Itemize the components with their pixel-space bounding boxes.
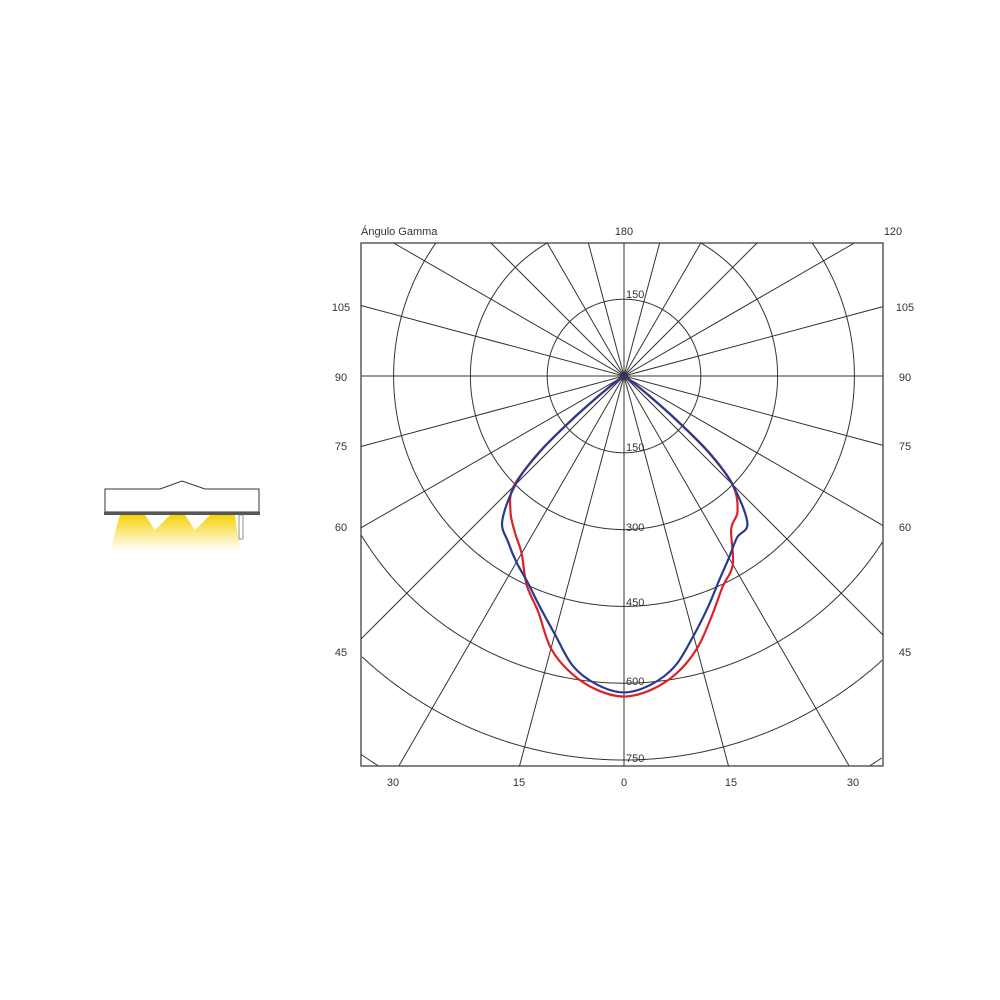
ring-label: 150 (626, 289, 644, 301)
ring-label: 300 (626, 522, 644, 534)
corner-label: Ángulo Gamma (361, 225, 438, 238)
side-label: 90 (899, 372, 911, 384)
side-label: 90 (335, 372, 347, 384)
ring-labels: 150 150 300 450 600 750 (626, 289, 644, 765)
side-label: 60 (899, 522, 911, 534)
ring-label: 750 (626, 753, 644, 765)
intensity-curve-2 (500, 375, 749, 694)
grid-ring (393, 242, 855, 607)
bottom-label: 0 (621, 777, 627, 789)
side-label: 75 (335, 441, 347, 453)
side-label: 45 (899, 647, 911, 659)
side-label: 75 (899, 441, 911, 453)
top-label: 120 (884, 226, 902, 238)
grid-spoke (587, 242, 729, 767)
side-label: 105 (332, 302, 350, 314)
grid-spoke (360, 242, 758, 640)
bottom-label: 15 (513, 777, 525, 789)
bottom-angle-labels: 30 15 0 15 30 (387, 777, 859, 789)
polar-grid (360, 242, 884, 767)
grid-spoke (360, 305, 884, 446)
grid-spoke (360, 242, 855, 529)
bottom-label: 30 (387, 777, 399, 789)
bottom-label: 30 (847, 777, 859, 789)
side-label: 60 (335, 522, 347, 534)
ring-label: 600 (626, 676, 644, 688)
grid-ring (361, 656, 883, 761)
plot-frame (360, 242, 884, 767)
grid-spoke (519, 242, 661, 767)
grid-ring (360, 535, 883, 684)
grid-spoke (546, 242, 850, 767)
luminaire-icon (104, 480, 260, 550)
side-label: 45 (335, 647, 347, 659)
left-angle-labels: 105 90 75 60 45 (332, 302, 350, 659)
right-angle-labels: 105 90 75 60 45 (896, 302, 914, 659)
intensity-curves (500, 375, 749, 698)
grid-spoke (393, 242, 884, 526)
ring-label: 450 (626, 597, 644, 609)
grid-spoke (490, 242, 884, 636)
grid-ring (361, 754, 882, 767)
grid-spoke (398, 242, 702, 767)
bottom-label: 15 (725, 777, 737, 789)
top-label: 180 (615, 226, 633, 238)
side-label: 105 (896, 302, 914, 314)
ring-label: 150 (626, 442, 644, 454)
